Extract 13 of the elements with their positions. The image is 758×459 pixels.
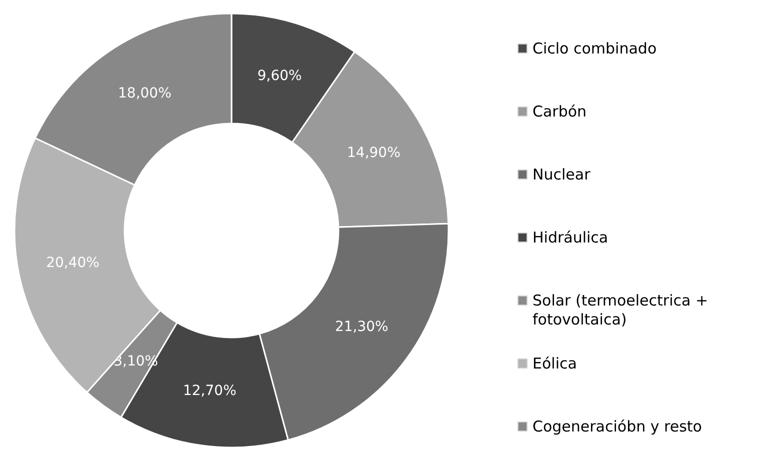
data-label: 21,30% [334,318,388,335]
legend-label: Solar (termoelectrica + fotovoltaica) [532,292,708,328]
data-label: 18,00% [118,86,172,102]
data-label: 12,70% [182,383,236,400]
data-label: 20,40% [46,254,100,271]
legend-label: Ciclo combinado [532,40,657,58]
legend-label: Cogeneracióbn y resto [532,418,702,436]
legend-label: Eólica [532,354,577,372]
legend-label: Nuclear [532,166,592,184]
data-label: 14,90% [347,144,400,161]
legend-label: Carbón [532,102,587,120]
legend-label: Hidráulica [532,228,608,246]
data-label: 9,60% [257,68,302,84]
